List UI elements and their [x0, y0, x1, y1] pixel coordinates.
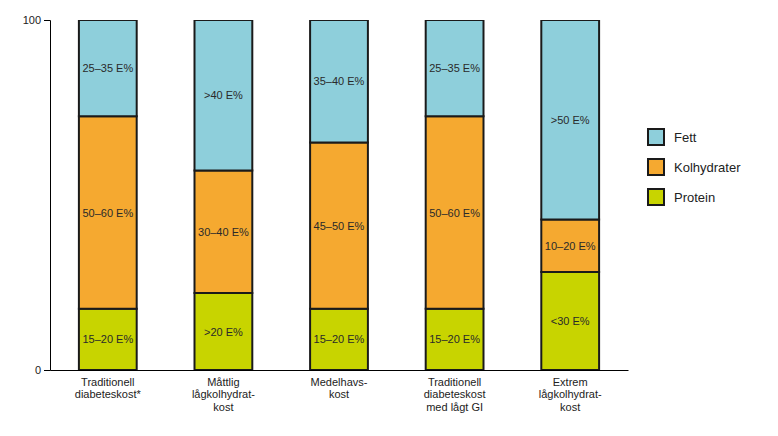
bar-segment — [195, 293, 253, 370]
data-labels: 15–20 E% >20 E% 15–20 E% 15–20 E% <30 E% 50–6… — [82, 62, 595, 345]
y-tick-label: 0 — [35, 364, 41, 376]
legend-item: Fett — [648, 129, 697, 145]
x-tick: Måttliglågkolhydrat-kost — [192, 376, 255, 413]
y-tick: 100 — [23, 14, 50, 26]
data-label: >20 E% — [204, 326, 243, 338]
bar-segment — [310, 143, 368, 309]
x-tick: Traditionelldiabeteskostmed lågt GI — [424, 376, 486, 413]
bar-segment — [79, 116, 137, 309]
legend-label: Kolhydrater — [674, 160, 741, 175]
x-tick-label: Extremlågkolhydrat-kost — [539, 376, 602, 413]
y-axis: 0 100 — [23, 14, 51, 376]
bar-segment — [79, 309, 137, 370]
y-tick: 0 — [35, 364, 50, 376]
x-tick-label-line: lågkolhydrat- — [539, 388, 602, 400]
x-tick-label: Måttliglågkolhydrat-kost — [192, 376, 255, 413]
bar-segment — [426, 20, 484, 116]
data-label: 15–20 E% — [314, 333, 365, 345]
bars — [79, 20, 599, 370]
x-tick-label-line: med lågt GI — [426, 401, 483, 413]
x-tick-label-line: kost — [213, 401, 233, 413]
bar-segment — [541, 220, 599, 273]
chart: 15–20 E% >20 E% 15–20 E% 15–20 E% <30 E% 50–6… — [0, 0, 778, 436]
y-tick-mark — [44, 20, 50, 21]
legend-swatch — [648, 159, 664, 175]
bar-segment — [426, 309, 484, 370]
data-label: <30 E% — [551, 315, 590, 327]
bar-segment — [195, 171, 253, 294]
legend-item: Kolhydrater — [648, 159, 741, 175]
x-tick-label-line: Traditionell — [81, 376, 134, 388]
legend-label: Protein — [674, 190, 715, 205]
data-label: 30–40 E% — [198, 226, 249, 238]
x-tick-label-line: kost — [560, 401, 580, 413]
x-tick-label: Traditionelldiabeteskostmed lågt GI — [424, 376, 486, 413]
data-label: 35–40 E% — [314, 75, 365, 87]
y-tick-label: 100 — [23, 14, 41, 26]
data-label: 10–20 E% — [545, 240, 596, 252]
data-label: 25–35 E% — [429, 62, 480, 74]
data-label: 50–60 E% — [82, 207, 133, 219]
y-tick-mark — [44, 370, 50, 371]
bar-segment — [310, 20, 368, 143]
x-tick-label: Medelhavs-kost — [311, 376, 368, 401]
x-tick-label-line: lågkolhydrat- — [192, 388, 255, 400]
x-axis: Traditionelldiabeteskost*Måttliglågkolhy… — [51, 371, 629, 414]
x-tick-label: Traditionelldiabeteskost* — [75, 376, 142, 401]
data-label: 25–35 E% — [82, 62, 133, 74]
data-label: 15–20 E% — [82, 333, 133, 345]
bar-segment — [195, 20, 253, 171]
data-label: >50 E% — [551, 114, 590, 126]
x-tick: Medelhavs-kost — [311, 376, 368, 401]
x-tick: Traditionelldiabeteskost* — [75, 376, 142, 401]
x-tick-label-line: diabeteskost* — [75, 388, 142, 400]
bar-segment — [541, 20, 599, 220]
x-axis-line — [51, 370, 629, 371]
data-label: 15–20 E% — [429, 333, 480, 345]
bar-segment — [310, 309, 368, 370]
data-label: >40 E% — [204, 89, 243, 101]
bar-segment — [426, 116, 484, 309]
legend-item: Protein — [648, 189, 715, 205]
legend-label: Fett — [674, 130, 697, 145]
x-tick-label-line: Måttlig — [207, 376, 239, 388]
x-tick-label-line: Extrem — [553, 376, 588, 388]
bar-segment — [79, 20, 137, 116]
data-label: 50–60 E% — [429, 207, 480, 219]
data-label: 45–50 E% — [314, 220, 365, 232]
bar-segment — [541, 272, 599, 370]
x-tick-label-line: Medelhavs- — [311, 376, 368, 388]
legend-swatch — [648, 129, 664, 145]
legend: Fett Kolhydrater Protein — [648, 129, 741, 205]
x-tick-label-line: diabeteskost — [424, 388, 486, 400]
y-axis-line — [44, 21, 51, 371]
legend-swatch — [648, 189, 664, 205]
x-tick: Extremlågkolhydrat-kost — [539, 376, 602, 413]
x-tick-label-line: kost — [329, 388, 349, 400]
x-tick-label-line: Traditionell — [428, 376, 481, 388]
